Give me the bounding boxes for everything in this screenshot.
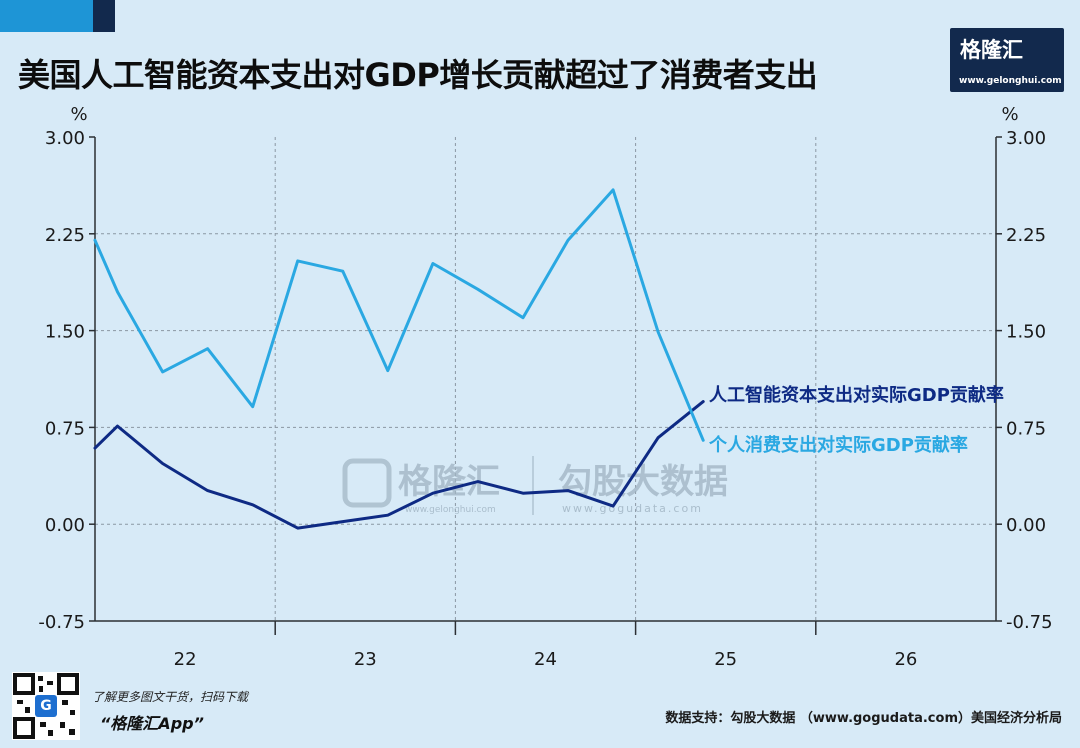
y-tick-label-right: 0.00	[1006, 515, 1046, 536]
series-line-consumer-spending	[93, 188, 705, 442]
brand-logo-text: 格隆汇	[960, 38, 1023, 62]
y-tick-label-left: 3.00	[45, 128, 85, 149]
y-tick-label-right: 1.50	[1006, 322, 1046, 343]
top-accent-bar-dark	[93, 0, 115, 32]
x-tick-label: 26	[894, 649, 917, 670]
x-tick-label: 24	[534, 649, 557, 670]
series-label-consumer-spending: 个人消费支出对实际GDP贡献率	[708, 434, 968, 456]
qr-pattern-icon	[13, 673, 79, 739]
footer-note: 了解更多图文干货，扫码下载	[92, 690, 249, 704]
data-source: 数据支持：勾股大数据 （www.gogudata.com）美国经济分析局	[665, 711, 1062, 726]
x-tick-label: 23	[354, 649, 377, 670]
footer-app-name: “格隆汇App”	[100, 714, 204, 733]
page-title: 美国人工智能资本支出对GDP增长贡献超过了消费者支出	[18, 56, 818, 94]
y-tick-label-right: 3.00	[1006, 128, 1046, 149]
y-tick-label-left: -0.75	[38, 612, 85, 633]
y-tick-label-left: 2.25	[45, 225, 85, 246]
x-tick-label: 22	[174, 649, 197, 670]
y-tick-label-right: 0.75	[1006, 418, 1046, 439]
y-tick-label-left: 1.50	[45, 322, 85, 343]
watermark-logo-icon	[342, 458, 392, 508]
y-tick-label-left: 0.00	[45, 515, 85, 536]
qr-code: G	[12, 672, 80, 740]
brand-logo-url: www.gelonghui.com	[959, 76, 1062, 86]
y-tick-label-right: 2.25	[1006, 225, 1046, 246]
top-accent-bar	[0, 0, 93, 32]
watermark-brand-url: www.gelonghui.com	[405, 505, 496, 515]
y-unit-right: %	[1001, 104, 1018, 125]
y-unit-left: %	[70, 104, 87, 125]
y-tick-label-right: -0.75	[1006, 612, 1053, 633]
y-tick-label-left: 0.75	[45, 418, 85, 439]
brand-logo: 格隆汇 www.gelonghui.com	[950, 28, 1064, 92]
series-line-ai-capex	[93, 400, 705, 530]
x-tick-label: 25	[714, 649, 737, 670]
watermark-partner-url: www.gogudata.com	[562, 502, 703, 515]
series-label-ai-capex: 人工智能资本支出对实际GDP贡献率	[709, 384, 1004, 406]
qr-logo-icon: G	[35, 695, 57, 717]
